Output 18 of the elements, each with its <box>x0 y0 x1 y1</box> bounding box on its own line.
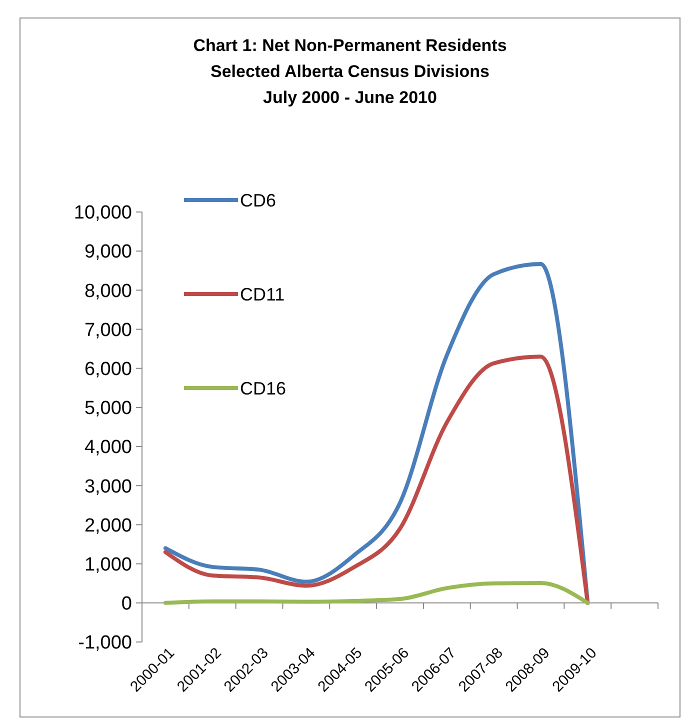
legend-label: CD16 <box>240 378 286 398</box>
line-series <box>163 354 590 605</box>
y-tick-label: 1,000 <box>84 554 132 576</box>
y-tick-label: 2,000 <box>84 515 132 536</box>
y-tick-label: 3,000 <box>84 476 132 498</box>
y-tick-label: 10,000 <box>74 202 132 224</box>
legend-label: CD6 <box>240 190 276 210</box>
line-series <box>163 580 590 605</box>
chart-title: Chart 1: Net Non-Permanent Residents Selected Alberta Census Divisions July 2000 - June 2010 <box>193 36 507 107</box>
y-tick-label: -1,000 <box>78 632 132 654</box>
y-tick-label: 7,000 <box>84 320 132 341</box>
legend-label: CD11 <box>240 284 285 304</box>
y-tick-label: 6,000 <box>84 359 132 380</box>
y-tick-label: 5,000 <box>84 398 132 420</box>
y-tick-label: 4,000 <box>84 437 132 458</box>
y-tick-label: 9,000 <box>84 242 132 263</box>
y-tick-label: 0 <box>121 594 132 615</box>
y-tick-label: 8,000 <box>84 280 132 302</box>
